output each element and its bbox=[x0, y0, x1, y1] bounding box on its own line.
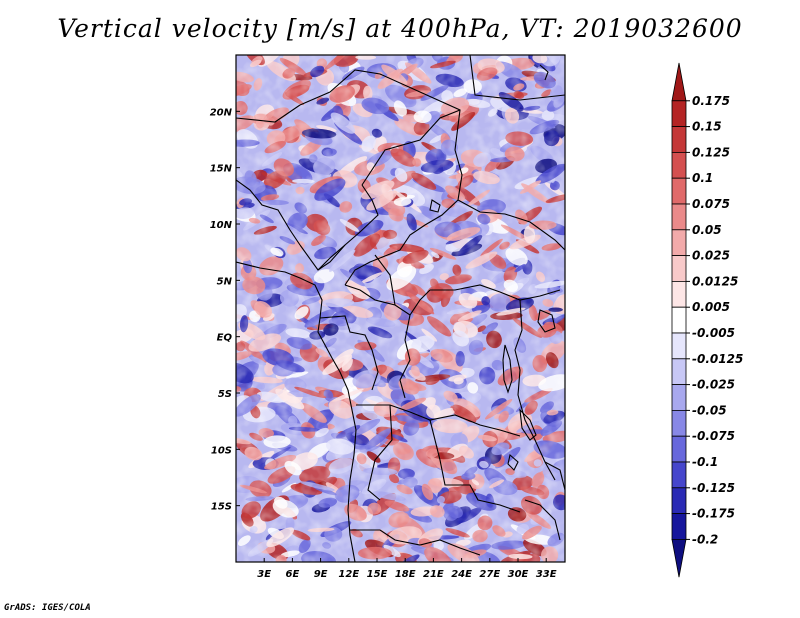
colorbar-top-arrow bbox=[671, 62, 687, 102]
colorbar-segment bbox=[671, 409, 687, 437]
coastlines bbox=[236, 55, 565, 562]
lat-tick-label: 10S bbox=[211, 445, 232, 456]
colorbar-segment bbox=[671, 332, 687, 360]
colorbar-label: 0.15 bbox=[692, 120, 722, 134]
colorbar-label: 0.075 bbox=[692, 197, 730, 211]
lon-tick-label: 6E bbox=[286, 569, 300, 580]
colorbar-segment bbox=[671, 151, 687, 179]
colorbar-label: 0.1 bbox=[692, 171, 713, 185]
colorbar-segment bbox=[671, 229, 687, 257]
colorbar-label: -0.1 bbox=[692, 455, 718, 469]
colorbar-label: -0.2 bbox=[692, 532, 718, 546]
lon-tick-label: 18E bbox=[395, 569, 416, 580]
grads-credit: GrADS: IGES/COLA bbox=[4, 603, 91, 613]
lon-tick-label: 15E bbox=[367, 569, 388, 580]
colorbar-label: 0.005 bbox=[692, 300, 730, 314]
lon-tick-label: 27E bbox=[479, 569, 500, 580]
map-title: Vertical velocity [m/s] at 400hPa, VT: 2… bbox=[57, 14, 743, 43]
lon-tick-label: 24E bbox=[451, 569, 472, 580]
lat-tick-label: 15N bbox=[210, 164, 233, 175]
lon-tick-label: 12E bbox=[338, 569, 359, 580]
lat-tick-label: 5S bbox=[218, 389, 232, 400]
colorbar-label: 0.0125 bbox=[692, 274, 738, 288]
colorbar-label: 0.175 bbox=[692, 94, 730, 108]
colorbar-segment bbox=[671, 100, 687, 128]
colorbar-segment bbox=[671, 255, 687, 282]
colorbar-bottom-arrow bbox=[671, 539, 687, 578]
lat-tick-label: 20N bbox=[210, 107, 233, 118]
colorbar-segment bbox=[671, 384, 687, 411]
colorbar-label: 0.125 bbox=[692, 145, 730, 159]
colorbar-segment bbox=[671, 487, 687, 514]
lon-tick-label: 3E bbox=[257, 569, 271, 580]
colorbar: 0.175 0.15 0.125 0.1 0.075 0.05 0.025 0.0125 0.0… bbox=[671, 62, 743, 578]
colorbar-segment bbox=[671, 126, 687, 153]
colorbar-label: -0.175 bbox=[692, 507, 735, 521]
colorbar-segment bbox=[671, 435, 687, 463]
colorbar-label: -0.005 bbox=[692, 326, 735, 340]
colorbar-label: -0.025 bbox=[692, 378, 735, 392]
colorbar-label: -0.05 bbox=[692, 403, 727, 417]
latitude-axis: 20N 15N 10N 5N EQ 5S 10S 15S bbox=[210, 107, 240, 513]
colorbar-segment bbox=[671, 358, 687, 385]
lat-tick-label: 10N bbox=[210, 220, 233, 231]
lat-tick-label: 15S bbox=[211, 502, 232, 513]
map-frame bbox=[235, 54, 566, 563]
colorbar-label: -0.0125 bbox=[692, 352, 743, 366]
lon-tick-label: 33E bbox=[536, 569, 557, 580]
colorbar-segment bbox=[671, 461, 687, 489]
colorbar-segment bbox=[671, 513, 687, 540]
lat-tick-label: 5N bbox=[217, 276, 233, 287]
colorbar-label: -0.125 bbox=[692, 481, 735, 495]
colorbar-segment bbox=[671, 280, 687, 308]
longitude-axis: 3E 6E 9E 12E 15E 18E 21E 24E 27E 30E 33E bbox=[257, 558, 557, 580]
colorbar-segment bbox=[671, 203, 687, 231]
colorbar-label: -0.075 bbox=[692, 429, 735, 443]
colorbar-label: 0.025 bbox=[692, 249, 730, 263]
velocity-field bbox=[236, 55, 565, 562]
lon-tick-label: 21E bbox=[423, 569, 444, 580]
lon-tick-label: 9E bbox=[314, 569, 328, 580]
lon-tick-label: 30E bbox=[508, 569, 529, 580]
lat-tick-label: EQ bbox=[217, 333, 233, 344]
colorbar-label: 0.05 bbox=[692, 223, 722, 237]
colorbar-segment bbox=[671, 177, 687, 205]
colorbar-segment bbox=[671, 306, 687, 334]
